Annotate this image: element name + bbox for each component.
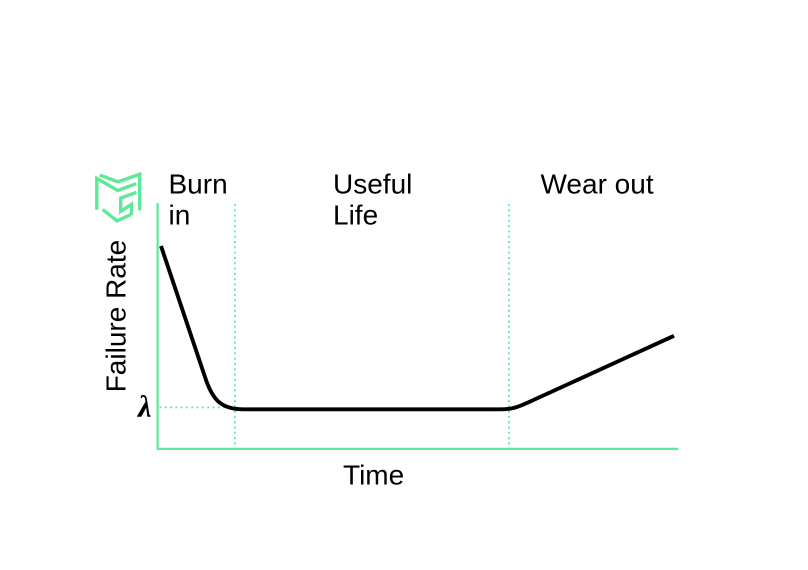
svg-text:Time: Time bbox=[343, 460, 404, 491]
svg-text:in: in bbox=[169, 199, 191, 230]
svg-text:Life: Life bbox=[333, 199, 378, 230]
svg-text:λ: λ bbox=[136, 390, 152, 424]
svg-text:Failure Rate: Failure Rate bbox=[101, 240, 132, 393]
svg-text:Useful: Useful bbox=[333, 168, 412, 199]
svg-text:Wear out: Wear out bbox=[541, 168, 654, 199]
svg-text:Burn: Burn bbox=[169, 168, 228, 199]
